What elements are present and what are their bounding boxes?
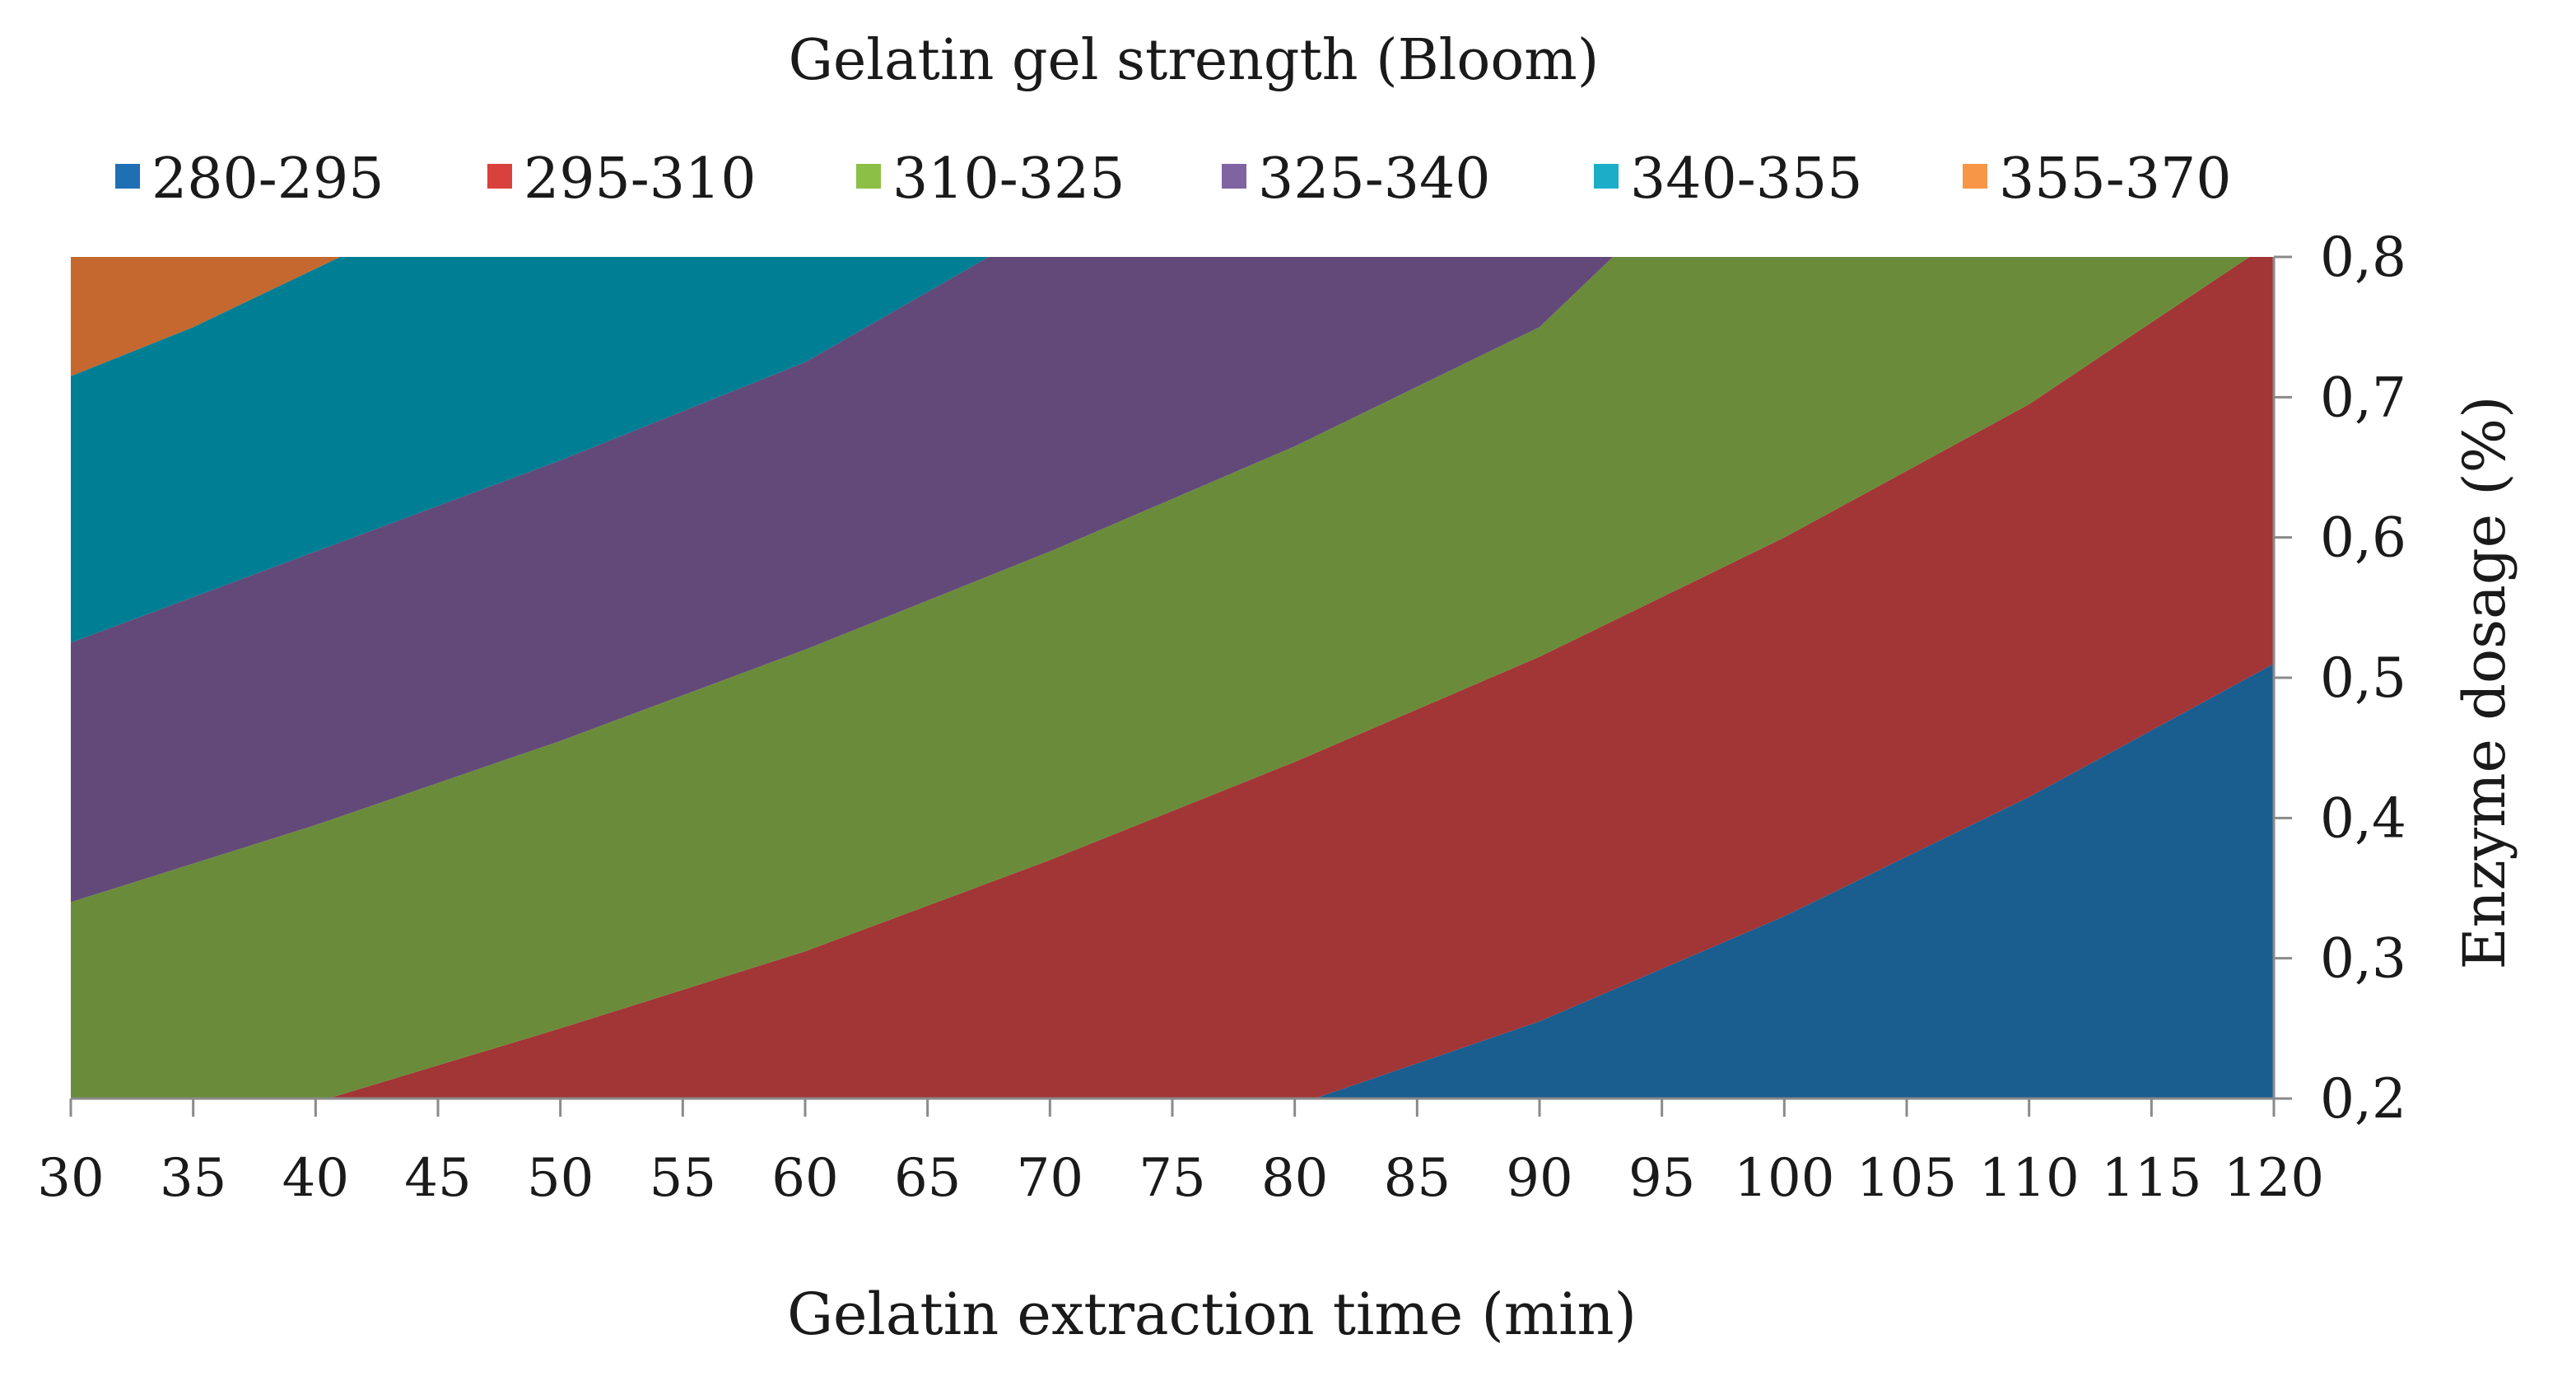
y-tick-label-0,8: 0,8	[2320, 226, 2406, 289]
x-tick-label-105: 105	[1856, 1148, 1957, 1209]
contour-region-325-340	[71, 257, 1614, 903]
x-tick-label-90: 90	[1506, 1148, 1572, 1209]
x-tick-label-40: 40	[282, 1148, 349, 1209]
legend-label-280-295: 280-295	[151, 147, 384, 212]
contour-region-310-325	[71, 257, 2250, 1099]
legend-label-295-310: 295-310	[524, 147, 757, 212]
x-tick-label-35: 35	[160, 1148, 226, 1209]
axes: 30 35 40 45 50 55 60 65 70 75 80 85 90 95 100 105 110 115…	[37, 226, 2406, 1209]
x-tick-label-95: 95	[1628, 1148, 1695, 1209]
y-tick-label-0,3: 0,3	[2320, 927, 2406, 991]
y-tick-label-0,7: 0,7	[2320, 366, 2406, 429]
x-tick-label-55: 55	[650, 1148, 716, 1209]
legend-swatch-310-325	[856, 164, 881, 189]
x-tick-label-85: 85	[1384, 1148, 1451, 1209]
legend-swatch-325-340	[1222, 164, 1246, 189]
x-tick-label-70: 70	[1017, 1148, 1083, 1209]
x-tick-label-30: 30	[37, 1148, 104, 1209]
x-axis-label: Gelatin extraction time (min)	[787, 1281, 1637, 1348]
x-tick-label-65: 65	[894, 1148, 961, 1209]
legend: 280-295 295-310 310-325 325-340 340-355 355-3…	[115, 147, 2232, 212]
contour-region-295-310	[328, 257, 2275, 1099]
x-tick-label-45: 45	[404, 1148, 471, 1209]
legend-label-310-325: 310-325	[892, 147, 1125, 212]
x-tick-label-100: 100	[1734, 1148, 1834, 1209]
legend-label-355-370: 355-370	[1999, 147, 2232, 212]
legend-swatch-340-355	[1594, 164, 1619, 189]
chart-title: Gelatin gel strength (Bloom)	[789, 28, 1600, 93]
contour-region-355-370	[71, 257, 341, 376]
contour-region-280-295	[1314, 664, 2274, 1099]
y-tick-label-0,4: 0,4	[2320, 786, 2406, 850]
y-tick-label-0,5: 0,5	[2320, 646, 2406, 710]
x-tick-label-120: 120	[2224, 1148, 2324, 1209]
x-tick-label-115: 115	[2101, 1148, 2201, 1209]
x-tick-label-75: 75	[1139, 1148, 1205, 1209]
y-axis-label: Enzyme dosage (%)	[2451, 396, 2518, 970]
legend-swatch-355-370	[1963, 164, 1987, 189]
y-tick-label-0,6: 0,6	[2320, 506, 2406, 570]
x-tick-label-110: 110	[1979, 1148, 2080, 1209]
x-tick-label-50: 50	[527, 1148, 594, 1209]
legend-label-325-340: 325-340	[1258, 147, 1491, 212]
legend-label-340-355: 340-355	[1630, 147, 1863, 212]
legend-swatch-280-295	[115, 164, 140, 189]
contour-region-340-355	[71, 257, 989, 643]
x-tick-label-60: 60	[771, 1148, 838, 1209]
plot-area	[71, 257, 2275, 1099]
legend-swatch-295-310	[487, 164, 512, 189]
y-tick-label-0,2: 0,2	[2320, 1067, 2406, 1131]
x-tick-label-80: 80	[1261, 1148, 1328, 1209]
